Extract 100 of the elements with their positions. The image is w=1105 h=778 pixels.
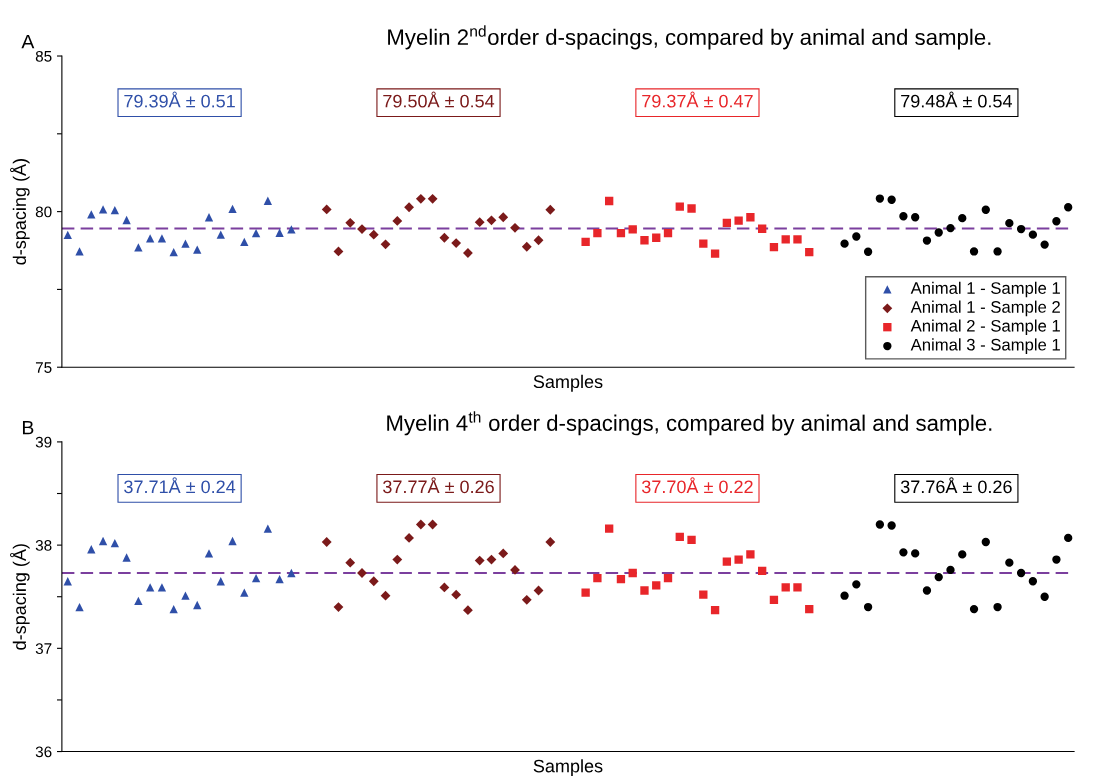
point	[204, 213, 214, 222]
point	[345, 217, 356, 228]
point	[110, 205, 120, 215]
point	[663, 228, 673, 238]
point	[722, 557, 732, 566]
point	[993, 602, 1002, 612]
point	[1040, 592, 1049, 601]
annotation: 37.70Å ± 0.22	[641, 477, 753, 494]
point	[969, 604, 979, 614]
point	[628, 568, 637, 578]
point	[427, 519, 438, 530]
legend-label: Animal 3 - Sample 1	[910, 338, 1060, 354]
point	[321, 537, 332, 547]
point	[922, 586, 932, 595]
point	[463, 605, 473, 616]
point	[204, 549, 214, 558]
point	[863, 602, 873, 612]
point	[640, 586, 649, 595]
point	[758, 566, 767, 576]
point	[404, 532, 414, 543]
point	[675, 202, 684, 211]
point	[181, 239, 190, 248]
point	[474, 217, 485, 228]
point	[193, 245, 202, 254]
point	[275, 575, 284, 584]
point	[981, 537, 990, 547]
point	[922, 236, 932, 245]
point	[98, 205, 108, 214]
point	[875, 194, 885, 203]
point	[392, 216, 403, 226]
point	[605, 196, 614, 206]
point	[193, 600, 202, 610]
legend-label: Animal 1 - Sample 2	[910, 300, 1060, 317]
point	[169, 247, 178, 257]
point	[134, 243, 143, 252]
x-axis-title: Samples	[533, 374, 603, 392]
point	[605, 524, 614, 533]
chart-title: Myelin 2$^{nd}$order d-spacings, compared by animal and sample.	[388, 25, 991, 50]
point	[145, 583, 155, 592]
point	[380, 590, 391, 601]
point	[486, 554, 497, 565]
point	[805, 604, 814, 614]
point	[593, 573, 602, 583]
point	[781, 235, 790, 244]
point	[1064, 203, 1073, 212]
point	[675, 532, 684, 542]
y-tick-label: 80	[35, 206, 52, 218]
point	[887, 521, 896, 530]
point	[687, 535, 696, 545]
y-tick-label: 38	[35, 539, 52, 551]
point	[887, 195, 896, 204]
point	[652, 581, 661, 590]
point	[899, 212, 908, 221]
point	[981, 205, 990, 214]
point	[368, 576, 379, 587]
point	[687, 204, 696, 213]
point	[240, 237, 249, 246]
point	[134, 596, 143, 606]
point	[228, 536, 237, 546]
y-tick-label: 37	[35, 643, 52, 655]
point	[380, 239, 391, 250]
point	[451, 589, 462, 600]
point	[934, 572, 943, 582]
point	[710, 249, 720, 258]
point	[911, 213, 920, 222]
point	[240, 588, 249, 597]
x-axis-title: Samples	[533, 759, 603, 777]
y-tick-label: 85	[35, 50, 52, 62]
point	[451, 238, 462, 248]
text: B	[22, 420, 34, 435]
point	[486, 215, 497, 226]
point	[263, 524, 273, 533]
point	[510, 564, 520, 575]
y-axis-title: d-spacing (Å)	[10, 544, 30, 650]
annotation: 79.48Å ± 0.54	[901, 91, 1012, 108]
point	[875, 520, 885, 529]
point	[946, 565, 955, 575]
point	[321, 204, 332, 215]
point	[663, 573, 673, 583]
y-tick-label: 39	[35, 436, 52, 448]
point	[581, 237, 590, 246]
annotation: 79.39Å ± 0.51	[124, 91, 235, 108]
point	[498, 212, 509, 223]
point	[616, 228, 626, 238]
point	[345, 557, 356, 568]
point	[840, 591, 849, 600]
point	[275, 228, 284, 237]
point	[911, 549, 920, 558]
point	[263, 196, 273, 205]
annotation: 37.71Å ± 0.24	[124, 477, 236, 494]
point	[969, 247, 979, 256]
point	[840, 239, 849, 248]
point	[110, 538, 120, 548]
point	[1064, 533, 1073, 543]
point	[169, 604, 178, 614]
point	[333, 246, 344, 257]
point	[699, 239, 708, 248]
point	[616, 575, 626, 584]
point	[899, 548, 908, 557]
point	[145, 234, 155, 243]
